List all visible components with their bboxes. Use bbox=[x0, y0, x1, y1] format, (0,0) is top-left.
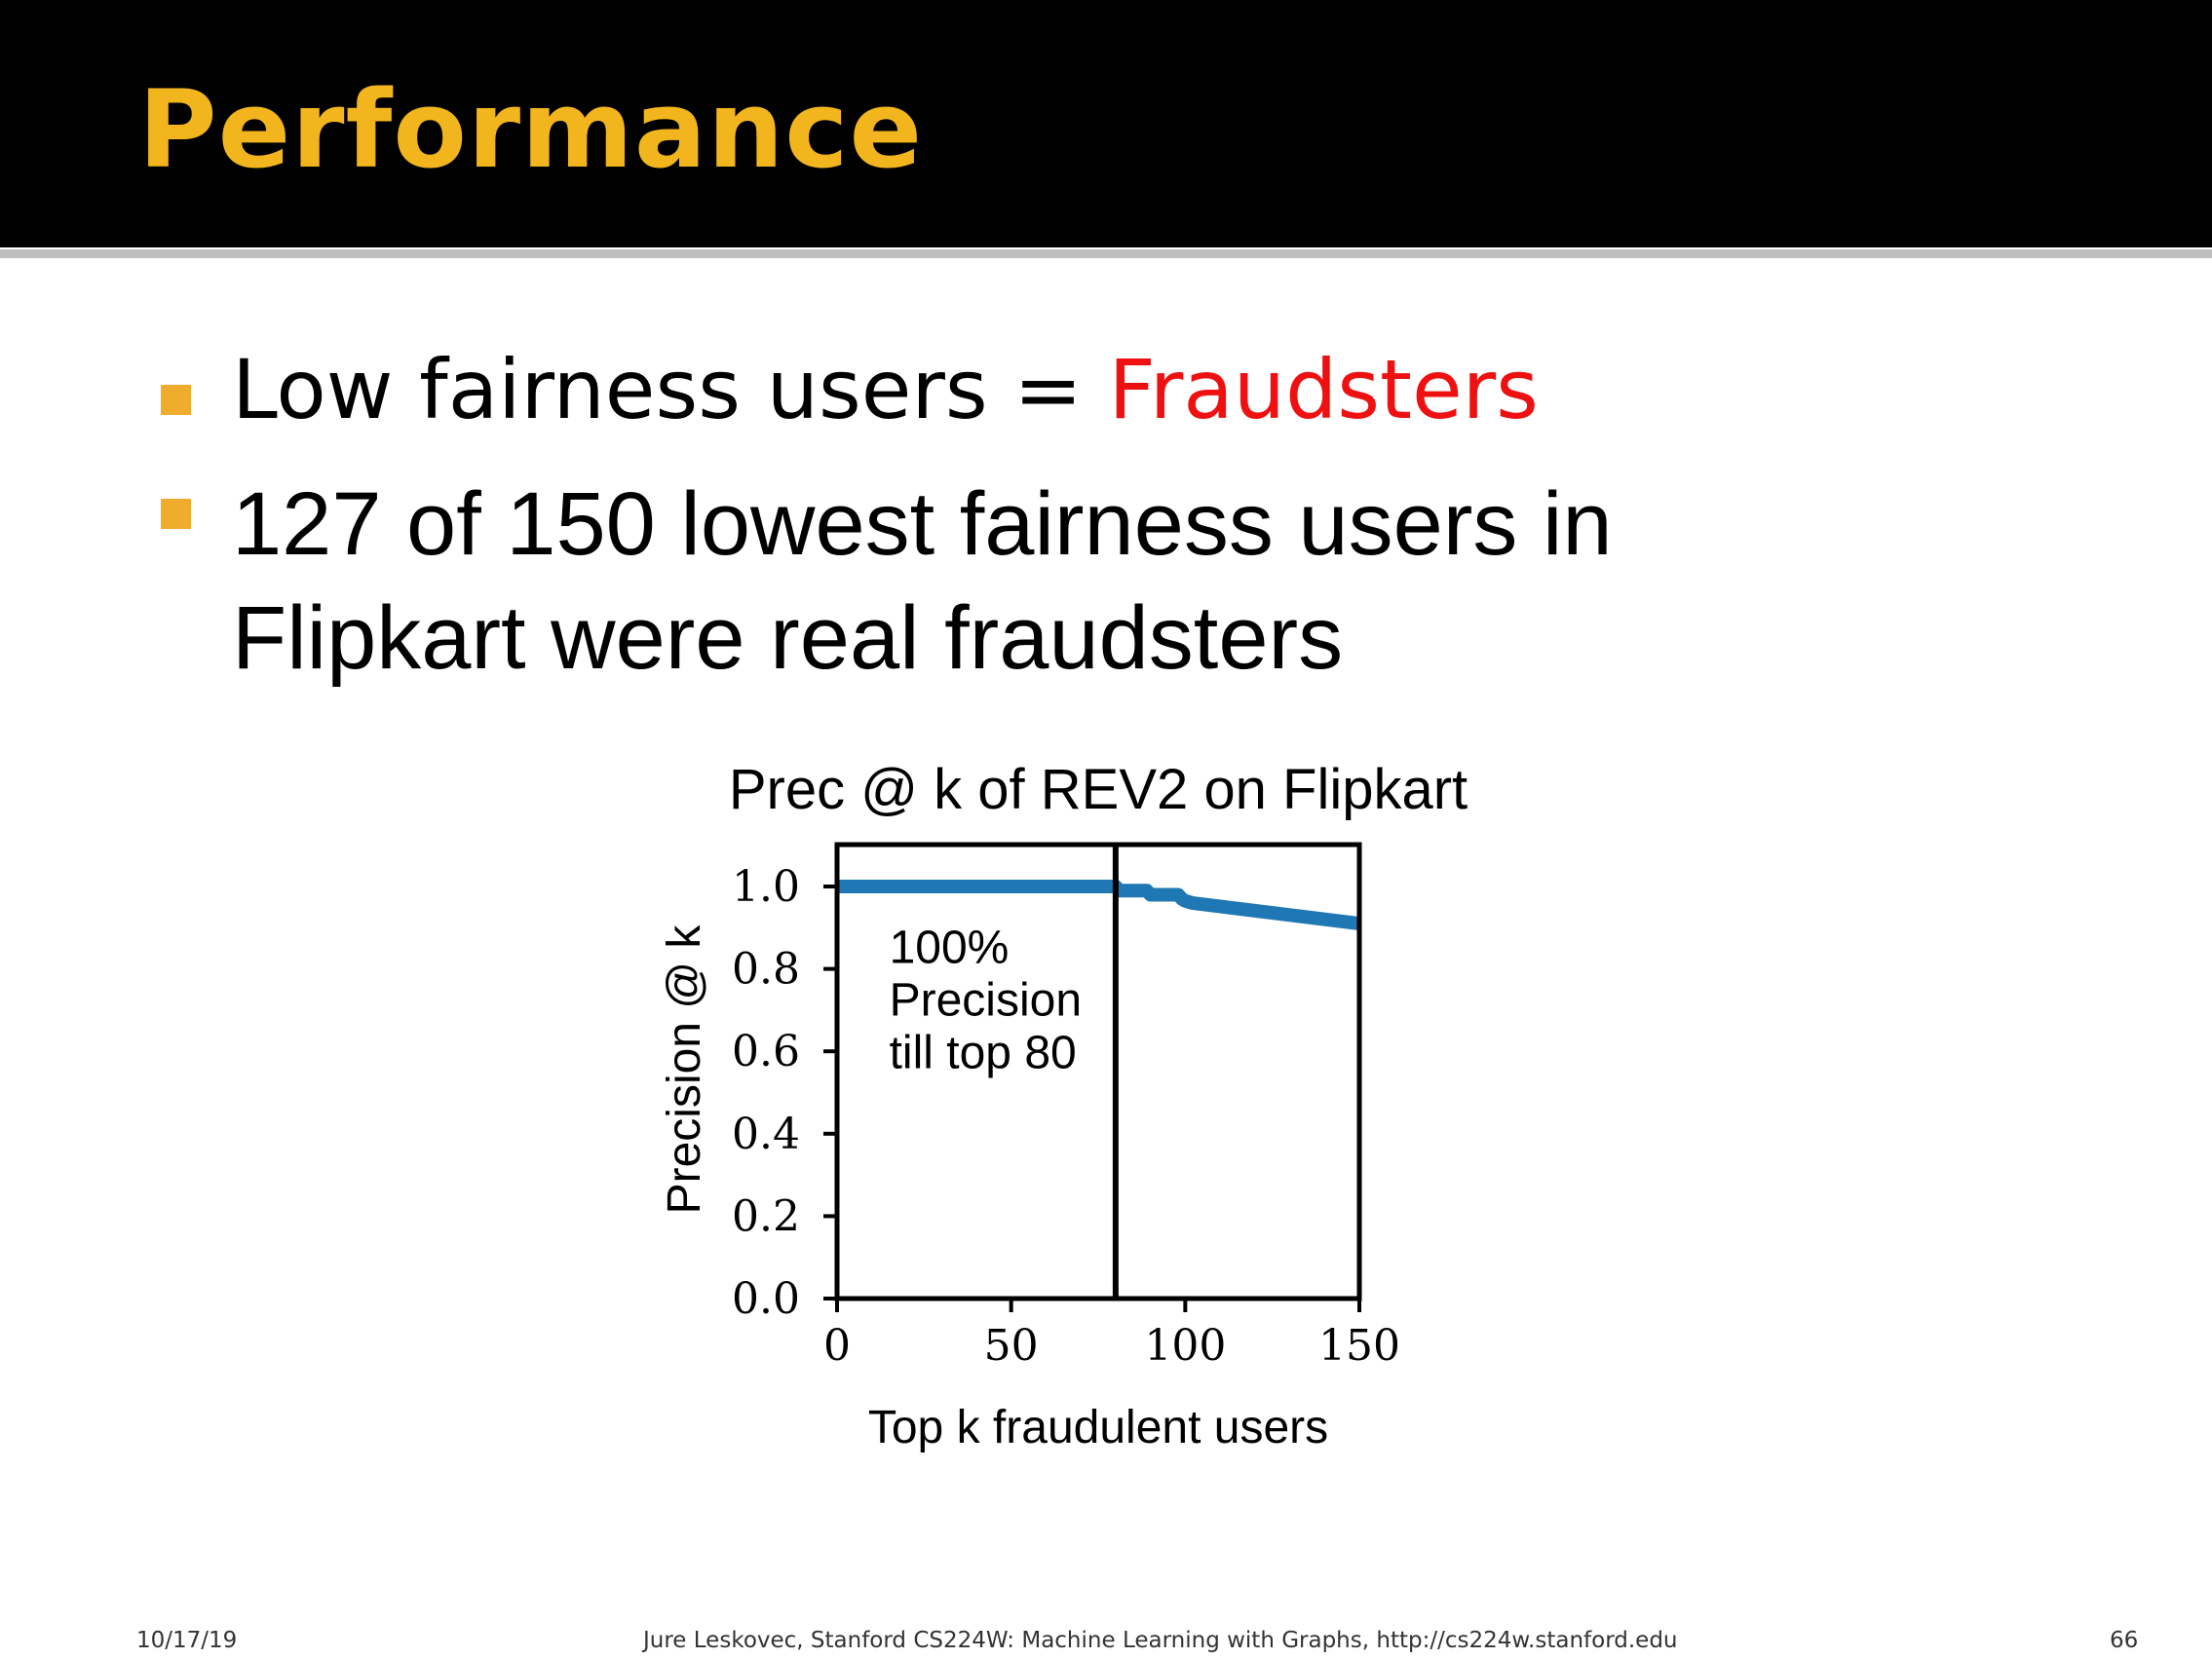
x-axis-label: Top k fraudulent users bbox=[868, 1402, 1328, 1453]
slide-title: Performance bbox=[138, 67, 924, 192]
y-axis-label: Precision @ k bbox=[659, 924, 710, 1215]
y-tick-label: 0.0 bbox=[732, 1274, 800, 1324]
y-tick-label: 0.2 bbox=[732, 1191, 800, 1241]
bullet-square-icon bbox=[161, 499, 191, 529]
bullet-fraudsters-line-2: Flipkart were real fraudsters bbox=[232, 588, 1344, 688]
y-tick-label: 0.4 bbox=[732, 1110, 800, 1159]
title-bar bbox=[0, 0, 2212, 247]
x-tick-label: 0 bbox=[823, 1321, 851, 1371]
title-divider bbox=[0, 249, 2212, 258]
y-tick-label: 1.0 bbox=[732, 862, 800, 912]
annotation-line: 100% bbox=[890, 922, 1010, 973]
footer-date: 10/17/19 bbox=[136, 1628, 238, 1653]
bullet-square-icon bbox=[161, 385, 191, 415]
chart-title: Prec @ k of REV2 on Flipkart bbox=[729, 758, 1468, 821]
annotation-line: Precision bbox=[890, 974, 1082, 1026]
series-line bbox=[837, 880, 1360, 931]
plot-frame bbox=[834, 842, 1362, 1301]
bullet-fraudsters-line-1: 127 of 150 lowest fairness users in bbox=[232, 474, 1613, 574]
bullet-fraudsters-text: 127 of 150 lowest fairness users in Flip… bbox=[232, 468, 1613, 696]
bullet-fairness-highlight: Fraudsters bbox=[1108, 342, 1539, 437]
bullet-fairness-text: Low fairness users = Fraudsters bbox=[232, 349, 1539, 431]
y-tick-label: 0.8 bbox=[732, 945, 800, 995]
x-tick-label: 50 bbox=[984, 1321, 1039, 1371]
annotation-line: till top 80 bbox=[890, 1027, 1077, 1078]
y-tick-label: 0.6 bbox=[732, 1027, 800, 1076]
footer-page-number: 66 bbox=[2110, 1628, 2139, 1653]
x-tick-label: 150 bbox=[1318, 1321, 1400, 1371]
x-tick-label: 100 bbox=[1144, 1321, 1226, 1371]
footer-credit: Jure Leskovec, Stanford CS224W: Machine … bbox=[643, 1628, 1678, 1653]
bullet-fairness-lead: Low fairness users = bbox=[232, 342, 1109, 437]
